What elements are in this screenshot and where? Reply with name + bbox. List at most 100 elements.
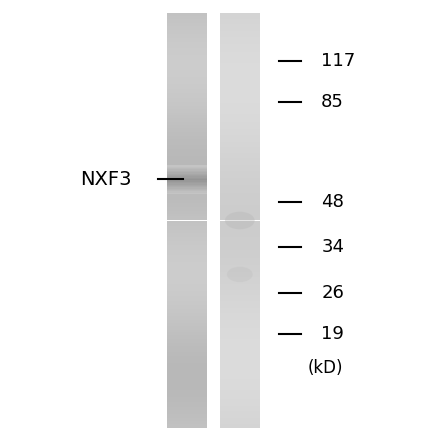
Bar [220,73,260,74]
Bar [220,38,260,40]
Bar [220,92,260,93]
Bar [220,74,260,75]
Bar [167,232,207,233]
Bar [167,341,207,342]
Bar [167,307,207,309]
Bar [167,226,207,228]
Bar [167,254,207,255]
Bar [167,323,207,324]
Bar [220,403,260,404]
Bar [220,266,260,268]
Bar [220,60,260,62]
Bar [220,413,260,414]
Bar [220,363,260,364]
Bar [220,24,260,26]
Bar [167,121,207,123]
Bar [220,84,260,85]
Bar [220,426,260,428]
Bar [167,107,207,108]
Bar [220,202,260,204]
Bar [220,378,260,379]
Bar [220,175,260,176]
Bar [167,158,207,160]
Bar [220,22,260,23]
Bar [220,206,260,207]
Bar [220,351,260,352]
Bar [167,390,207,392]
Bar [167,356,207,357]
Bar [167,186,207,187]
Bar [220,151,260,153]
Bar [220,149,260,150]
Bar [167,30,207,31]
Bar [220,303,260,305]
Bar [167,241,207,243]
Bar [220,158,260,160]
Bar [220,226,260,228]
Bar [220,414,260,415]
Bar [167,200,207,201]
Bar [220,276,260,277]
Bar [220,305,260,306]
Bar [220,132,260,134]
Bar [167,237,207,239]
Bar [220,373,260,374]
Bar [220,49,260,51]
Bar [220,331,260,333]
Bar [167,335,207,336]
Bar [167,301,207,302]
Bar [220,262,260,263]
Bar [220,259,260,261]
Bar [220,425,260,426]
Bar [167,128,207,129]
Bar [220,186,260,187]
Bar [220,118,260,120]
Bar [167,348,207,349]
Bar [167,370,207,371]
Bar [167,44,207,45]
Bar [167,52,207,53]
Bar [167,306,207,307]
Bar [167,196,207,197]
Bar [167,411,207,413]
Bar [167,223,207,224]
Bar [167,57,207,59]
Bar [220,367,260,368]
Bar [167,120,207,121]
Bar [220,284,260,285]
Bar [220,360,260,362]
Text: 48: 48 [321,193,344,211]
Bar [220,187,260,189]
Bar [167,400,207,401]
Bar [167,149,207,150]
Bar [220,142,260,143]
Bar [167,82,207,84]
Bar [167,13,207,15]
Bar [220,313,260,314]
Bar [220,77,260,78]
Bar [167,164,207,165]
Bar [220,173,260,175]
Bar [167,59,207,60]
Bar [220,328,260,330]
Bar [220,171,260,172]
Bar [220,408,260,410]
Bar [220,290,260,291]
Bar [167,366,207,367]
Bar [167,318,207,320]
Bar [220,399,260,400]
Bar [220,180,260,182]
Bar [167,213,207,215]
Bar [167,38,207,40]
Bar [167,219,207,220]
Bar [167,142,207,143]
Bar [167,171,207,172]
Bar [167,314,207,316]
Bar [167,240,207,241]
Bar [220,134,260,135]
Bar [220,117,260,118]
Bar [167,407,207,408]
Bar [220,146,260,147]
Bar [220,63,260,64]
Bar [220,67,260,68]
